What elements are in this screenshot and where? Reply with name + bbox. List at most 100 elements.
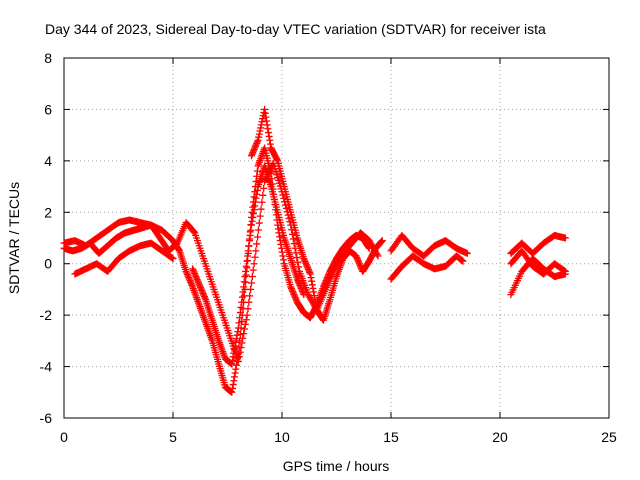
data-point-0-19-5 xyxy=(231,369,239,377)
data-point-4-0-8 xyxy=(253,139,261,147)
data-points xyxy=(60,105,569,396)
data-point-4-9 xyxy=(306,270,314,278)
data-point-4-0-3 xyxy=(249,147,257,155)
plot-frame xyxy=(63,57,610,419)
series-sat-i xyxy=(507,255,569,299)
x-tick-label: 0 xyxy=(60,429,68,445)
data-point-0-12-7 xyxy=(187,278,195,286)
data-point-4-1-2 xyxy=(255,130,263,138)
data-point-3-0-5 xyxy=(192,273,200,281)
data-point-1-21-6 xyxy=(248,273,256,281)
data-point-4-8-9 xyxy=(306,268,314,276)
data-point-4-16-1 xyxy=(353,254,361,262)
data-point-3-8-1 xyxy=(242,267,250,275)
data-point-0-28-2 xyxy=(288,286,296,294)
data-point-1-21-3 xyxy=(246,292,254,300)
data-point-3-0-6 xyxy=(193,274,201,282)
data-point-4-16 xyxy=(352,252,360,260)
data-point-0-10-9 xyxy=(175,246,183,254)
data-point-0-26-1 xyxy=(274,225,282,233)
data-point-3-7 xyxy=(234,324,242,332)
y-axis-label: SDTVAR / TECUs xyxy=(6,182,22,294)
data-point-0-12-4 xyxy=(185,274,193,282)
data-point-3-16-5 xyxy=(297,283,305,291)
data-point-4-2-6 xyxy=(264,129,272,137)
data-point-0-26-3 xyxy=(276,233,284,241)
data-point-4-16-2 xyxy=(353,255,361,263)
data-point-4-9-3 xyxy=(308,281,316,289)
data-point-4-16-6 xyxy=(356,261,364,269)
data-point-9-5 xyxy=(561,267,569,275)
data-point-1-26-7 xyxy=(293,254,301,262)
data-point-4-2-5 xyxy=(264,125,272,133)
data-point-1-20-4 xyxy=(238,339,246,347)
data-point-0-19-7 xyxy=(232,361,240,369)
data-point-0-12 xyxy=(182,267,190,275)
data-point-3-9-2 xyxy=(249,213,257,221)
data-point-3-1-1 xyxy=(196,282,204,290)
data-point-0-21-2 xyxy=(242,271,250,279)
data-point-4-2-2 xyxy=(262,113,270,121)
data-point-3-9-9 xyxy=(253,186,261,194)
data-point-1-21-1 xyxy=(244,305,252,313)
data-point-4-9-4 xyxy=(309,284,317,292)
data-point-4-3-9 xyxy=(273,156,281,164)
data-point-3-8-8 xyxy=(246,231,254,239)
data-point-3-16-7 xyxy=(298,286,306,294)
chart-title: Day 344 of 2023, Sidereal Day-to-day VTE… xyxy=(45,21,546,37)
data-point-0-12-1 xyxy=(183,269,191,277)
data-point-3-6-6 xyxy=(232,338,240,346)
data-point-1-21-5 xyxy=(247,279,255,287)
data-point-0-12-3 xyxy=(184,272,192,280)
data-point-2-9 xyxy=(169,255,177,263)
y-tick-label: 8 xyxy=(44,50,52,66)
data-point-3-1-8 xyxy=(200,293,208,301)
data-point-4-1-3 xyxy=(256,127,264,135)
data-point-3-7-1 xyxy=(235,319,243,327)
data-point-3-1-5 xyxy=(198,288,206,296)
data-point-3-0-1 xyxy=(189,266,197,274)
data-point-4-8-6 xyxy=(304,264,312,272)
data-point-4-0 xyxy=(247,152,255,160)
data-point-1-22-3 xyxy=(254,226,262,234)
data-point-6-7 xyxy=(459,257,467,265)
data-point-3-8-5 xyxy=(244,247,252,255)
data-point-3-8-6 xyxy=(245,242,253,250)
data-point-4-2-3 xyxy=(263,117,271,125)
data-point-5-7 xyxy=(463,249,471,257)
data-point-3-7-6 xyxy=(238,293,246,301)
data-point-3-0-3 xyxy=(191,269,199,277)
y-tick-label: 0 xyxy=(44,256,52,272)
data-point-0-28-3 xyxy=(289,287,297,295)
data-point-3-6-7 xyxy=(232,335,240,343)
data-point-4-0-4 xyxy=(250,146,258,154)
data-point-4-8-5 xyxy=(303,262,311,270)
data-point-4-8-1 xyxy=(300,256,308,264)
x-tick-label: 15 xyxy=(383,429,399,445)
data-point-3-6-5 xyxy=(231,342,239,350)
data-point-0-26-7 xyxy=(278,248,286,256)
data-point-4-8-3 xyxy=(302,259,310,267)
data-point-1-22 xyxy=(252,247,260,255)
data-point-3-8 xyxy=(241,273,249,281)
data-point-0-28-5 xyxy=(290,291,298,299)
data-point-0-26-8 xyxy=(279,252,287,260)
data-point-3-0-9 xyxy=(195,279,203,287)
data-point-4-2-8 xyxy=(266,136,274,144)
data-point-0-19-1 xyxy=(229,384,237,392)
data-point-1-21-9 xyxy=(251,253,259,261)
y-tick-label: -2 xyxy=(40,307,53,323)
x-tick-label: 20 xyxy=(492,429,508,445)
data-point-4-19-9 xyxy=(378,237,386,245)
data-point-1-20-8 xyxy=(241,320,249,328)
data-point-0-19 xyxy=(228,388,236,396)
data-point-4-9-2 xyxy=(308,277,316,285)
data-point-1-21-2 xyxy=(245,298,253,306)
data-point-4-0-5 xyxy=(251,144,259,152)
data-point-3-1-6 xyxy=(199,290,207,298)
data-point-4-8-4 xyxy=(302,261,310,269)
data-point-4-9-1 xyxy=(307,274,315,282)
x-tick-label: 5 xyxy=(169,429,177,445)
data-point-0-28-8 xyxy=(292,295,300,303)
